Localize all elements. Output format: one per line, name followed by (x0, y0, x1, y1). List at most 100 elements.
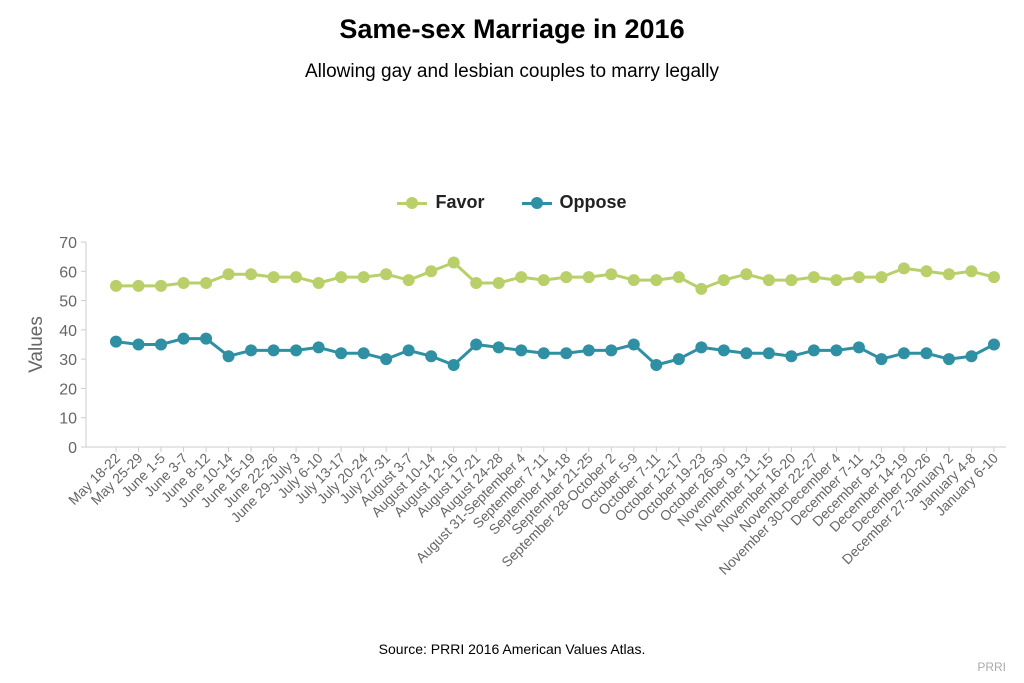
data-point-favor (110, 279, 122, 292)
data-point-oppose (582, 344, 595, 357)
data-point-favor (830, 274, 843, 287)
data-point-favor (312, 277, 325, 289)
y-tick-label: 10 (59, 411, 77, 428)
data-point-oppose (357, 347, 370, 360)
data-point-oppose (965, 350, 978, 363)
data-point-favor (650, 274, 663, 287)
data-point-favor (672, 271, 685, 284)
y-tick-label: 40 (59, 323, 77, 340)
data-point-oppose (627, 338, 640, 351)
y-tick-label: 50 (59, 294, 77, 311)
data-point-oppose (492, 341, 505, 354)
data-point-favor (807, 271, 820, 284)
data-point-oppose (920, 347, 933, 360)
data-point-oppose (470, 338, 483, 351)
y-tick-label: 0 (68, 440, 77, 457)
data-point-oppose (245, 344, 258, 357)
data-point-oppose (200, 332, 213, 345)
data-point-favor (740, 268, 753, 281)
data-point-oppose (807, 344, 820, 357)
legend-label-oppose: Oppose (559, 192, 627, 212)
data-point-oppose (672, 353, 685, 366)
data-point-favor (200, 277, 213, 289)
data-point-oppose (425, 350, 438, 363)
data-point-favor (762, 274, 775, 287)
data-point-oppose (830, 344, 843, 357)
data-point-favor (447, 256, 460, 269)
data-point-oppose (740, 347, 753, 360)
data-point-oppose (110, 335, 122, 348)
data-point-favor (245, 268, 258, 281)
data-point-favor (492, 277, 505, 289)
data-point-favor (537, 274, 550, 287)
y-tick-label: 30 (59, 352, 77, 369)
series-line-favor (116, 261, 995, 291)
data-point-favor (920, 265, 933, 278)
data-point-favor (560, 271, 573, 284)
data-point-oppose (290, 344, 303, 357)
data-point-oppose (650, 359, 663, 371)
data-point-oppose (560, 347, 573, 360)
data-point-favor (875, 271, 888, 284)
data-point-oppose (875, 353, 888, 366)
data-point-oppose (312, 341, 325, 354)
legend-swatch-oppose (521, 196, 552, 210)
chart-title: Same-sex Marriage in 2016 (339, 14, 685, 44)
data-point-favor (988, 271, 1000, 284)
data-point-favor (942, 268, 955, 281)
y-tick-label: 60 (59, 264, 77, 281)
data-point-favor (132, 279, 145, 292)
data-point-favor (717, 274, 730, 287)
data-point-favor (852, 271, 865, 284)
data-point-oppose (380, 353, 393, 366)
data-point-oppose (605, 344, 618, 357)
data-point-oppose (852, 341, 865, 354)
data-point-oppose (155, 338, 168, 351)
data-point-oppose (335, 347, 348, 360)
data-point-oppose (267, 344, 280, 357)
data-point-oppose (402, 344, 415, 357)
legend-item-favor[interactable]: Favor (397, 192, 485, 213)
data-point-oppose (537, 347, 550, 360)
data-point-oppose (988, 338, 1000, 351)
data-point-favor (380, 268, 393, 281)
data-point-favor (335, 271, 348, 284)
data-point-favor (605, 268, 618, 281)
legend-label-favor: Favor (435, 192, 485, 212)
legend: Favor Oppose (0, 192, 1024, 215)
data-point-oppose (515, 344, 528, 357)
data-point-favor (177, 277, 190, 289)
data-point-favor (965, 265, 978, 278)
data-point-favor (357, 271, 370, 284)
data-point-favor (695, 282, 708, 295)
y-tick-label: 20 (59, 381, 77, 398)
data-point-favor (582, 271, 595, 284)
data-point-favor (290, 271, 303, 284)
y-tick-label: 70 (59, 235, 77, 252)
data-point-oppose (717, 344, 730, 357)
legend-item-oppose[interactable]: Oppose (521, 192, 627, 213)
data-point-oppose (177, 332, 190, 345)
data-point-oppose (222, 350, 235, 363)
source-note: Source: PRRI 2016 American Values Atlas. (378, 641, 646, 657)
legend-swatch-favor (397, 196, 428, 210)
data-point-oppose (132, 338, 145, 351)
data-point-favor (515, 271, 528, 284)
data-point-favor (267, 271, 280, 284)
data-point-oppose (942, 353, 955, 366)
data-point-favor (897, 262, 910, 275)
data-point-favor (470, 277, 483, 289)
data-point-oppose (785, 350, 798, 363)
y-axis-title: Values (26, 316, 47, 373)
data-point-oppose (762, 347, 775, 360)
data-point-favor (222, 268, 235, 281)
chart-subtitle: Allowing gay and lesbian couples to marr… (304, 61, 719, 82)
series-line-oppose (115, 337, 995, 367)
credit-label: PRRI (977, 660, 1006, 674)
data-point-favor (155, 279, 168, 292)
data-point-favor (425, 265, 438, 278)
data-point-oppose (695, 341, 708, 354)
data-point-favor (627, 274, 640, 287)
data-point-favor (785, 274, 798, 287)
